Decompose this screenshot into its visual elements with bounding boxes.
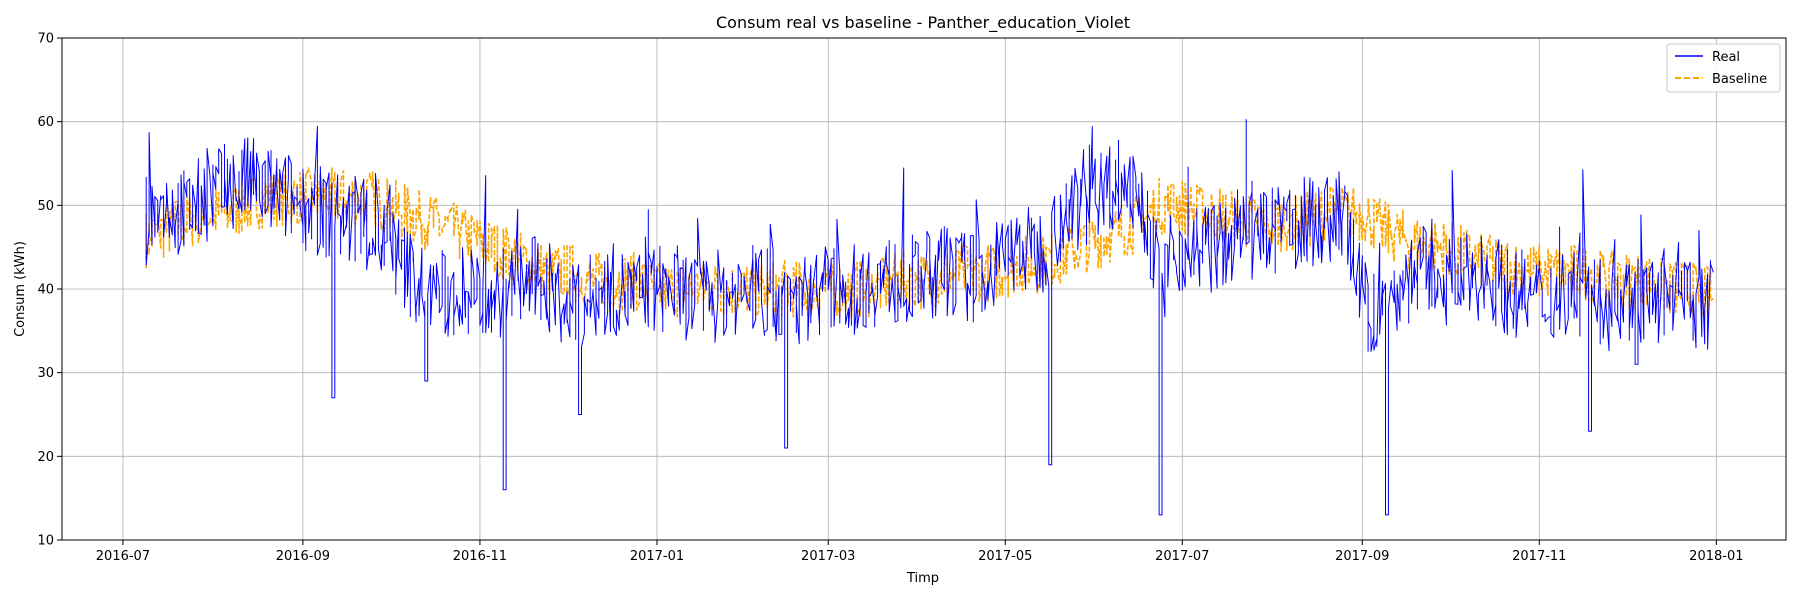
series-real-line [145,119,1714,516]
x-tick-label: 2017-07 [1155,549,1209,564]
x-tick-label: 2016-09 [276,549,330,564]
series-layer [145,119,1714,516]
y-tick-label: 50 [37,199,54,214]
legend: Real Baseline [1666,43,1781,93]
x-tick-label: 2017-11 [1512,549,1566,564]
y-tick-label: 20 [37,450,54,465]
x-tick-label: 2017-09 [1335,549,1389,564]
x-tick-label: 2016-11 [453,549,507,564]
y-tick-label: 60 [37,115,54,130]
x-tick-label: 2017-03 [801,549,855,564]
y-tick-label: 10 [37,534,54,549]
x-axis-ticks: 2016-07 2016-09 2016-11 2017-01 2017-03 2017-… [96,540,1744,564]
legend-label-baseline: Baseline [1712,72,1767,87]
y-axis-ticks: 10 20 30 40 50 60 70 [37,32,62,549]
y-tick-label: 30 [37,366,54,381]
x-tick-label: 2018-01 [1689,549,1743,564]
x-tick-label: 2016-07 [96,549,150,564]
x-tick-label: 2017-05 [978,549,1032,564]
x-axis-label: Timp [906,571,939,586]
x-tick-label: 2017-01 [630,549,684,564]
y-axis-label: Consum (kWh) [13,241,28,337]
y-tick-label: 40 [37,283,54,298]
y-tick-label: 70 [37,32,54,47]
legend-label-real: Real [1712,50,1740,65]
chart-title: Consum real vs baseline - Panther_educat… [716,13,1130,33]
